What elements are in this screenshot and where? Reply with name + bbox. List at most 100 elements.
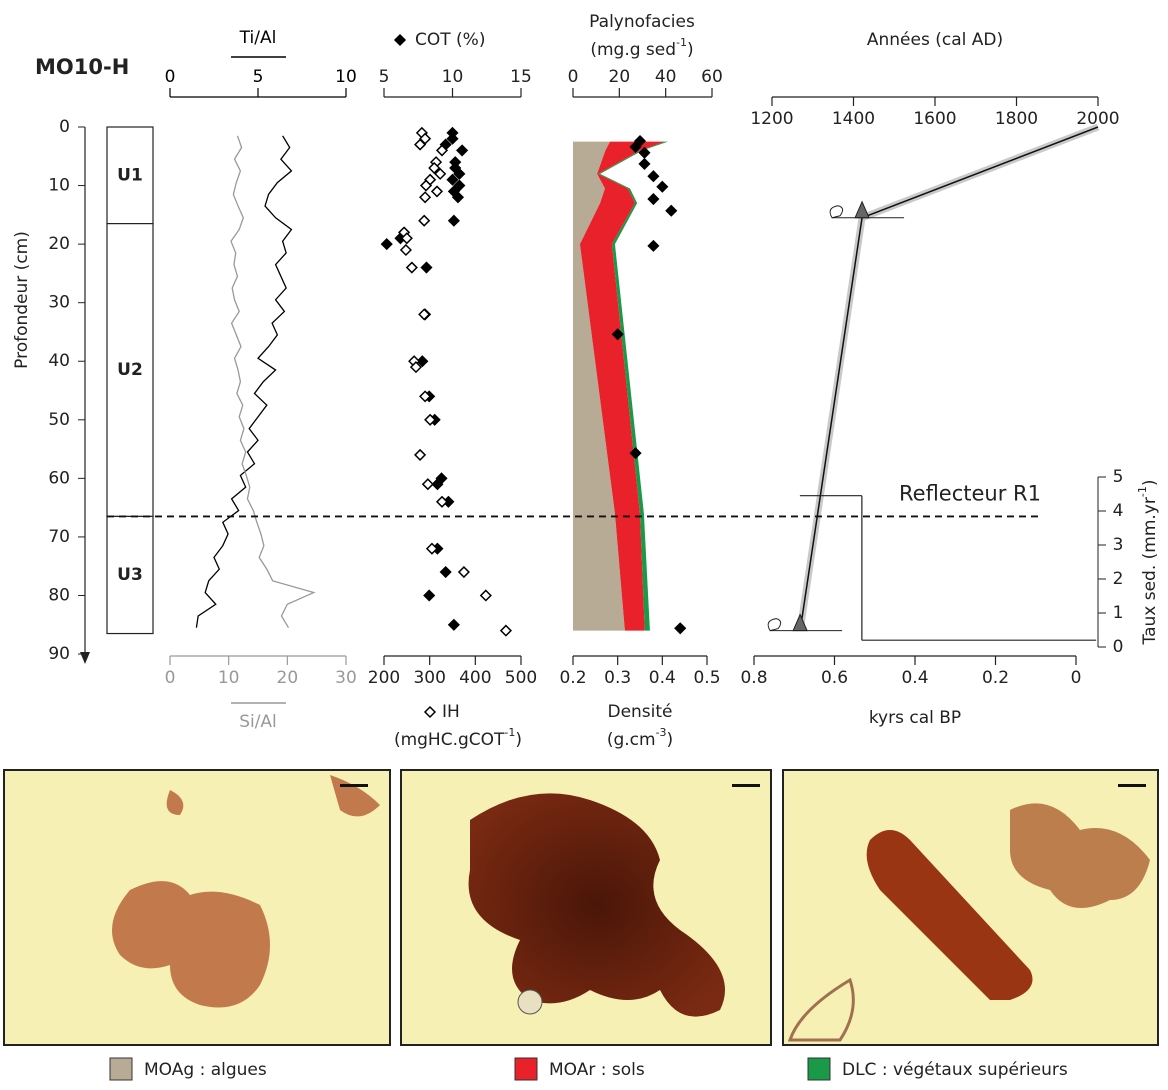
y-tick-label: 30: [48, 293, 70, 313]
data-point: [419, 179, 433, 192]
tick-label: 5: [253, 67, 264, 87]
particle: [1010, 803, 1150, 908]
legend-label: COT (%): [415, 30, 485, 50]
figure-title: MO10-H: [35, 55, 129, 79]
tick-label: 2: [1113, 569, 1124, 589]
legend-label: IH: [442, 702, 460, 722]
data-point: [400, 232, 413, 245]
rate-axis-title-end: ): [1140, 480, 1160, 487]
data-point: [451, 191, 465, 204]
data-point: [399, 243, 412, 257]
shell-icon: [829, 205, 844, 219]
age-line: [799, 126, 1099, 631]
tick-label: 300: [413, 668, 445, 688]
particle: [787, 977, 855, 1042]
y-tick-label: 10: [48, 176, 70, 196]
legend-marker: [393, 33, 407, 47]
legend-label: MOAr : sols: [549, 1060, 645, 1080]
unit-label: U1: [117, 165, 143, 185]
axis-unit-text: (g.cm: [607, 730, 656, 750]
tick-label: 60: [701, 67, 723, 87]
rate-axis-title-sup: -1: [1136, 486, 1149, 497]
tick-label: 1600: [913, 109, 956, 129]
axis-unit: (g.cm-3): [607, 726, 673, 750]
tick-label: 15: [510, 67, 532, 87]
density-point: [665, 204, 678, 217]
data-point: [479, 589, 492, 602]
data-point: [418, 308, 431, 321]
data-point: [380, 238, 393, 251]
data-point: [419, 191, 432, 204]
scale-bar: [732, 784, 760, 787]
data-point: [414, 448, 427, 461]
data-point: [456, 144, 469, 157]
density-point: [647, 170, 660, 183]
y-tick-label: 90: [48, 644, 70, 664]
tick-label: 1800: [995, 109, 1038, 129]
legend-swatch: [514, 1057, 538, 1081]
tick-label: 1200: [750, 109, 793, 129]
axis-unit-text: (mg.g sed: [590, 40, 676, 60]
particle: [112, 775, 380, 1008]
data-point: [453, 179, 466, 192]
tick-label: 0: [1071, 668, 1082, 688]
legend-label: DLC : végétaux supérieurs: [842, 1060, 1068, 1080]
tick-label: 0: [1113, 637, 1124, 657]
data-point: [446, 173, 459, 186]
tick-label: 500: [505, 668, 537, 688]
tick-label: 5: [1113, 467, 1124, 487]
scale-bar: [340, 784, 368, 787]
reflector-label: Reflecteur R1: [899, 481, 1041, 505]
rate-axis-title: Taux sed. (mm.yr-1): [1136, 480, 1160, 646]
y-axis-title: Profondeur (cm): [12, 231, 32, 369]
tick-label: 10: [335, 67, 357, 87]
stacked-area: [598, 141, 668, 631]
panel-title: Palynofacies: [589, 12, 695, 32]
data-point: [453, 167, 466, 180]
tick-label: 20: [277, 668, 299, 688]
axis-unit: (mg.g sed-1): [590, 36, 693, 60]
tick-label: 0: [568, 67, 579, 87]
y-tick-label: 20: [48, 234, 70, 254]
density-point: [647, 192, 660, 206]
shell-icon: [767, 618, 782, 632]
density-point: [611, 328, 624, 341]
tick-label: 0.4: [901, 668, 928, 688]
data-point: [416, 355, 429, 368]
tick-label: 10: [442, 67, 464, 87]
tick-label: 10: [218, 668, 240, 688]
density-point: [647, 239, 660, 252]
data-point: [499, 624, 512, 637]
age-envelope: [796, 123, 1100, 632]
particle: [517, 989, 543, 1015]
data-point: [439, 565, 452, 579]
tick-label: 30: [335, 668, 357, 688]
data-point: [419, 390, 432, 403]
tick-label: 0.3: [604, 668, 631, 688]
particle: [866, 830, 1033, 1000]
stacked-area: [579, 141, 665, 631]
legend-label: MOAg : algues: [144, 1060, 267, 1080]
tick-label: 0.4: [649, 668, 676, 688]
unit-label: U3: [117, 565, 143, 585]
tick-label: 4: [1113, 501, 1124, 521]
tick-label: 20: [609, 67, 631, 87]
axis-unit: (mgHC.gCOT-1): [394, 726, 522, 750]
data-point: [425, 542, 439, 555]
density-point: [629, 447, 642, 460]
axis-title: kyrs cal BP: [869, 708, 961, 728]
data-point: [447, 618, 460, 631]
tick-label: 1: [1113, 603, 1124, 623]
density-point: [629, 140, 642, 153]
tick-label: 0.8: [740, 668, 767, 688]
axis-unit-sup: -1: [676, 36, 687, 49]
axis-unit-sup: -3: [656, 726, 667, 739]
stacked-area: [573, 141, 625, 631]
tick-label: 5: [379, 67, 390, 87]
scale-bar: [1118, 784, 1146, 787]
data-point: [435, 495, 449, 508]
density-point: [674, 622, 687, 635]
y-tick-label: 60: [48, 468, 70, 488]
tick-label: 2000: [1076, 109, 1119, 129]
tick-label: 0.6: [821, 668, 848, 688]
